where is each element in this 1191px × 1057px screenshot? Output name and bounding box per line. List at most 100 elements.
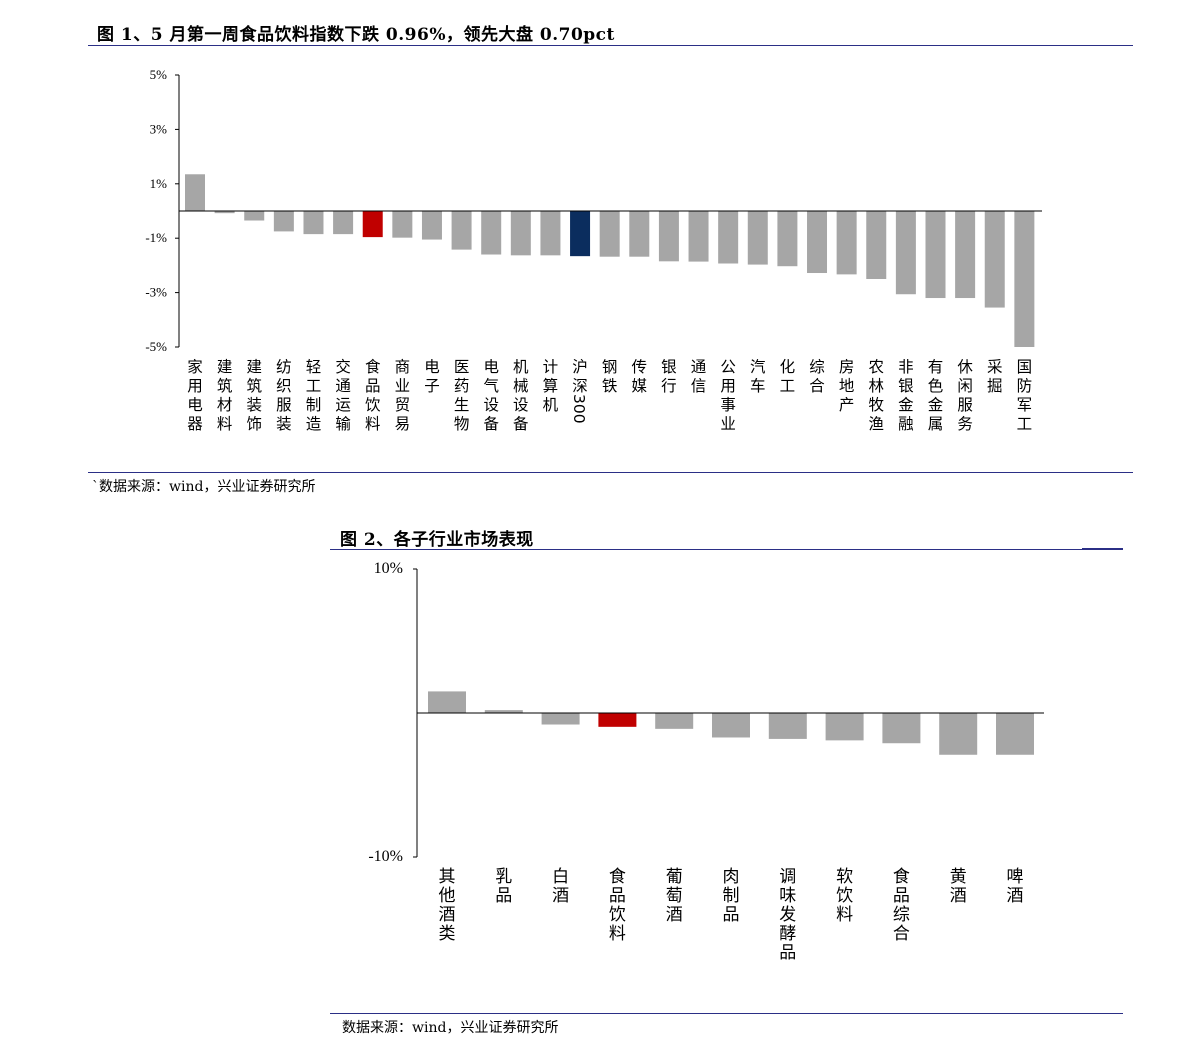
fig1-bar [984,211,1005,308]
fig2-category-label: 啤 [1007,867,1024,887]
fig2-bar [996,713,1034,755]
fig2-category-label: 发 [779,905,796,925]
fig1-category-label: 闲 [957,377,973,395]
fig1-category-label: 传 [632,358,648,376]
fig2-category-label: 饮 [609,905,626,925]
fig2-category-label: 黄 [950,867,967,887]
fig1-bar [333,211,354,235]
fig1-category-label: 军 [1017,396,1033,414]
fig1-bar [273,211,294,232]
fig2-y-tick-label: -10% [368,848,403,865]
figure1-source: `数据来源：wind，兴业证券研究所 [92,479,316,495]
fig1-category-label: 料 [217,415,233,433]
fig2-category-label: 乳 [495,867,512,887]
fig2-bar [484,710,523,713]
fig1-category-label: 机 [543,396,559,414]
fig1-category-label: 饮 [365,396,381,414]
fig2-category-label: 酒 [950,886,967,906]
fig1-category-label: 运 [335,396,351,414]
fig1-category-label: 筑 [217,377,233,395]
fig1-category-label: 服 [957,396,973,414]
fig1-category-label: 交 [335,358,351,376]
fig1-category-label: 工 [1017,415,1033,433]
fig1-category-label: 子 [424,377,440,395]
fig2-bar [939,713,978,755]
fig1-category-label: 金 [898,396,914,414]
fig1-category-label: 贸 [395,396,411,414]
fig2-category-label: 食 [609,867,626,887]
figure1-top-rule [88,45,1133,46]
fig1-bar [925,211,946,299]
fig2-bar [768,713,807,739]
fig1-category-label: 易 [395,415,411,433]
fig2-category-label: 综 [893,905,910,925]
fig2-category-label: 品 [609,886,626,906]
fig1-category-label: 地 [839,377,855,395]
fig1-category-label: 林 [869,377,885,395]
fig1-y-tick-label: 3% [150,121,168,136]
fig1-category-label: 深 [572,377,588,395]
fig1-category-label: 产 [839,396,855,414]
fig1-category-label: 掘 [987,377,1003,395]
fig2-category-label: 食 [893,867,910,887]
fig1-category-label: 属 [928,415,944,433]
fig1-category-label: 轻 [306,358,322,376]
fig1-category-label: 服 [276,396,292,414]
fig1-category-label: 饰 [246,415,262,433]
fig1-category-label: 化 [780,358,796,376]
fig2-category-label: 葡 [666,867,683,887]
fig1-category-label: 械 [513,377,529,395]
fig1-category-label: 铁 [602,377,618,395]
fig1-category-label: 汽 [750,358,766,376]
fig1-category-label: 家 [187,358,203,376]
fig2-bar [598,713,637,727]
fig2-category-label: 其 [439,867,456,887]
fig1-category-label: 纺 [276,358,292,376]
fig2-category-label: 饮 [836,886,853,906]
fig1-bar [244,211,265,221]
fig1-bar [777,211,798,267]
fig1-bar [658,211,679,262]
fig1-y-tick-label: -3% [145,285,167,300]
fig1-y-tick-label: 1% [150,176,168,191]
fig1-bar [540,211,561,256]
fig2-bar [825,713,864,741]
fig1-bar [955,211,976,299]
fig1-category-label: 渔 [869,415,885,433]
fig1-category-label: 合 [809,377,825,395]
fig1-bar [303,211,324,235]
fig2-bar [541,713,580,725]
fig1-category-label: 采 [987,358,1003,376]
fig1-category-label: 用 [720,377,736,395]
fig1-bar [836,211,857,275]
fig2-category-label: 萄 [666,886,683,906]
fig1-bar [895,211,916,295]
fig2-category-label: 类 [439,924,456,944]
fig1-y-tick-label: 5% [150,67,168,82]
fig1-bar [747,211,768,265]
fig1-category-label: 备 [513,415,529,433]
fig1-bar [688,211,709,262]
figure2-source: 数据来源：wind，兴业证券研究所 [342,1020,559,1036]
fig1-category-label: 商 [395,358,411,376]
fig1-category-label: 国 [1017,358,1033,376]
fig2-category-label: 味 [779,886,796,906]
fig1-category-label: 业 [395,377,411,395]
fig1-category-label: 装 [246,396,262,414]
fig2-category-label: 酒 [1007,886,1024,906]
fig1-category-label: 材 [217,396,233,414]
fig1-bar [570,211,591,257]
fig2-category-label: 品 [893,886,910,906]
fig2-bar [882,713,921,744]
fig1-category-label: 休 [957,358,973,376]
fig1-category-label: 通 [335,377,351,395]
fig1-category-label: 建 [217,358,233,376]
fig2-category-label: 品 [723,905,740,925]
figure1-title: 图 1、5 月第一周食品饮料指数下跌 0.96%，领先大盘 0.70pct [97,25,615,45]
fig1-category-label: 用 [187,377,203,395]
fig2-bar [712,713,750,738]
fig2-category-label: 酒 [552,886,569,906]
fig1-bar [1014,211,1035,347]
fig1-category-label: 沪 [572,358,588,376]
fig2-bar [655,713,694,729]
